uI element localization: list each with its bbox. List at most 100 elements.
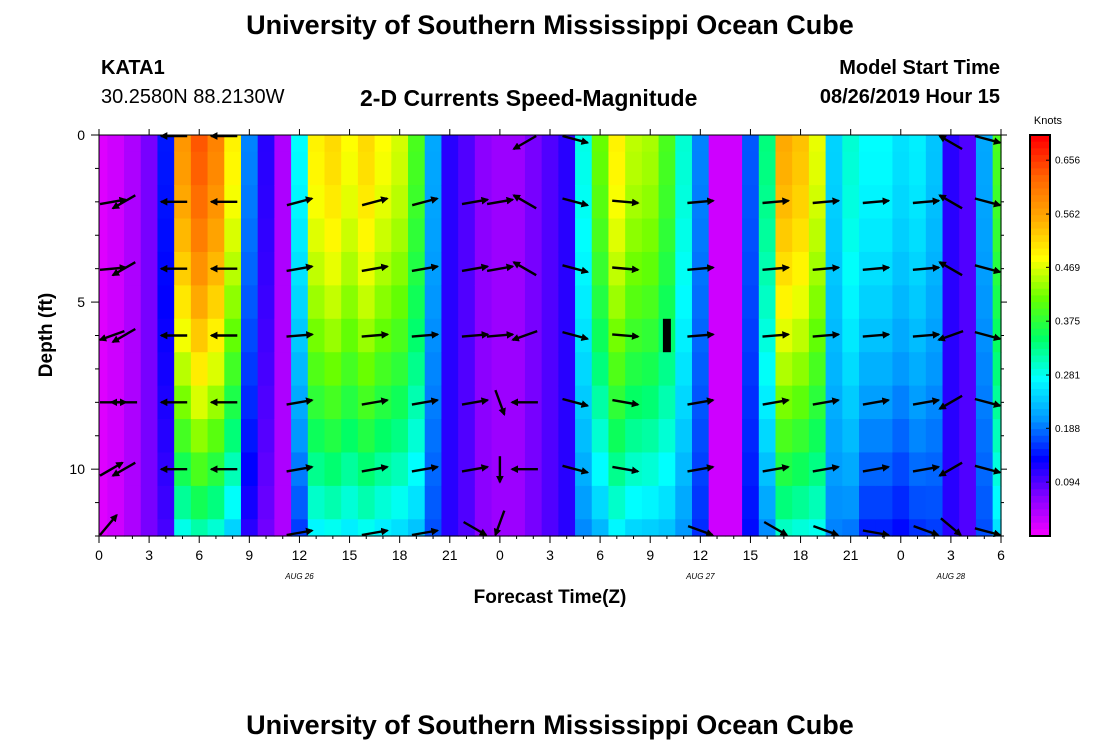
heatmap-cell bbox=[959, 519, 977, 537]
heatmap-cell bbox=[808, 135, 827, 153]
heatmap-cell bbox=[341, 285, 359, 320]
heatmap-cell bbox=[808, 285, 827, 320]
heatmap-cell bbox=[641, 385, 660, 420]
heatmap-cell bbox=[458, 519, 476, 537]
heatmap-cell bbox=[892, 519, 910, 537]
y-tick-label: 10 bbox=[69, 461, 85, 477]
heatmap-cell bbox=[508, 352, 526, 387]
heatmap-cell bbox=[775, 285, 793, 320]
heatmap-cell bbox=[257, 352, 275, 387]
colorbar-segment bbox=[1030, 388, 1050, 397]
heatmap-cell bbox=[307, 485, 326, 520]
current-vector bbox=[286, 527, 314, 537]
heatmap-cell bbox=[140, 135, 159, 153]
heatmap-cell bbox=[875, 218, 894, 253]
current-vector bbox=[99, 196, 128, 206]
heatmap-cell bbox=[975, 218, 994, 253]
colorbar-segment bbox=[1030, 462, 1050, 470]
colorbar-segment bbox=[1030, 195, 1050, 203]
heatmap-cell bbox=[257, 135, 275, 153]
heatmap-cell bbox=[190, 318, 209, 353]
heatmap-cell bbox=[808, 151, 827, 186]
heatmap-cell bbox=[307, 251, 326, 286]
heatmap-cell bbox=[307, 452, 326, 487]
colorbar-segment bbox=[1030, 168, 1050, 176]
heatmap-cell bbox=[742, 385, 760, 420]
heatmap-cell bbox=[909, 151, 927, 186]
current-vector bbox=[812, 331, 841, 339]
heatmap-cell bbox=[691, 218, 710, 253]
heatmap-cell bbox=[758, 352, 777, 387]
x-tick-label: 3 bbox=[546, 547, 554, 563]
heatmap-cell bbox=[591, 185, 610, 220]
colorbar-segment bbox=[1030, 495, 1050, 504]
heatmap-cell bbox=[892, 285, 910, 320]
heatmap-cell bbox=[892, 352, 910, 387]
heatmap-cell bbox=[240, 485, 259, 520]
heatmap-cell bbox=[458, 135, 476, 153]
colorbar-segment bbox=[1030, 255, 1050, 263]
heatmap-cell bbox=[124, 318, 142, 353]
heatmap-cell bbox=[190, 352, 209, 387]
footer-title: University of Southern Mississippi Ocean… bbox=[246, 710, 854, 740]
heatmap-cell bbox=[291, 151, 309, 186]
current-vector bbox=[687, 397, 715, 406]
heatmap-cell bbox=[558, 318, 576, 353]
colorbar-segment bbox=[1030, 502, 1050, 510]
heatmap-cell bbox=[524, 251, 543, 286]
current-vector bbox=[286, 331, 314, 339]
heatmap-cell bbox=[257, 519, 275, 537]
current-vector bbox=[687, 197, 715, 206]
heatmap-cell bbox=[675, 251, 693, 286]
heatmap-cell bbox=[992, 185, 1002, 220]
heatmap-cell bbox=[441, 251, 459, 286]
heatmap-cell bbox=[190, 385, 209, 420]
heatmap-cell bbox=[324, 519, 342, 537]
heatmap-cell bbox=[875, 352, 894, 387]
current-vector bbox=[562, 464, 590, 475]
colorbar-segment bbox=[1030, 328, 1050, 337]
heatmap-cell bbox=[842, 135, 860, 153]
heatmap-cell bbox=[708, 485, 726, 520]
heatmap-cell bbox=[708, 185, 726, 220]
current-vector bbox=[461, 331, 490, 339]
heatmap-cell bbox=[107, 285, 125, 320]
heatmap-cell bbox=[541, 485, 559, 520]
current-vector bbox=[912, 331, 941, 339]
heatmap-cell bbox=[524, 318, 543, 353]
current-vector bbox=[562, 330, 590, 341]
heatmap-cell bbox=[725, 251, 743, 286]
heatmap-cell bbox=[474, 352, 493, 387]
colorbar-segment bbox=[1030, 248, 1050, 256]
heatmap-cell bbox=[575, 285, 593, 320]
heatmap-cell bbox=[541, 185, 559, 220]
heatmap-cell bbox=[775, 135, 793, 153]
heatmap-cell bbox=[441, 151, 459, 186]
colorbar-segment bbox=[1030, 429, 1050, 437]
heatmap-cell bbox=[524, 285, 543, 320]
heatmap-cell bbox=[591, 452, 610, 487]
heatmap-cell bbox=[909, 135, 927, 153]
heatmap-cell bbox=[925, 352, 944, 387]
heatmap-cell bbox=[391, 285, 409, 320]
heatmap-cell bbox=[274, 218, 292, 253]
x-tick-label: 9 bbox=[646, 547, 654, 563]
heatmap-cell bbox=[859, 419, 877, 454]
heatmap-cell bbox=[691, 135, 710, 153]
heatmap-cell bbox=[240, 519, 259, 537]
heatmap-cell bbox=[725, 151, 743, 186]
heatmap-cell bbox=[641, 285, 660, 320]
heatmap-cell bbox=[391, 318, 409, 353]
current-vector bbox=[974, 134, 1002, 145]
colorbar-segment bbox=[1030, 442, 1050, 450]
heatmap-cell bbox=[458, 419, 476, 454]
heatmap-cell bbox=[140, 151, 159, 186]
current-vector bbox=[762, 464, 790, 473]
heatmap-cell bbox=[691, 352, 710, 387]
heatmap-cell bbox=[959, 151, 977, 186]
current-vector bbox=[286, 464, 314, 473]
current-vector bbox=[461, 397, 490, 406]
heatmap-cell bbox=[424, 135, 443, 153]
heatmap-cell bbox=[675, 185, 693, 220]
heatmap-cell bbox=[324, 352, 342, 387]
